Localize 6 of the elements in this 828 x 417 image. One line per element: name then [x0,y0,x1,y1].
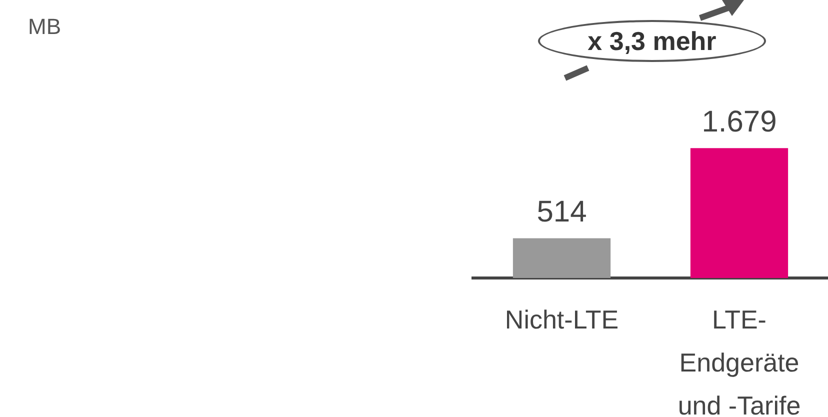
text: x 3,3 mehr [538,20,766,62]
x-tick-label: LTE- Endgeräte und -Tarife [678,304,801,417]
x-tick-label: Nicht-LTE [504,304,619,335]
data-label: 514 [536,195,587,228]
text: MB [28,14,61,40]
data-label: 1.679 [702,105,777,138]
